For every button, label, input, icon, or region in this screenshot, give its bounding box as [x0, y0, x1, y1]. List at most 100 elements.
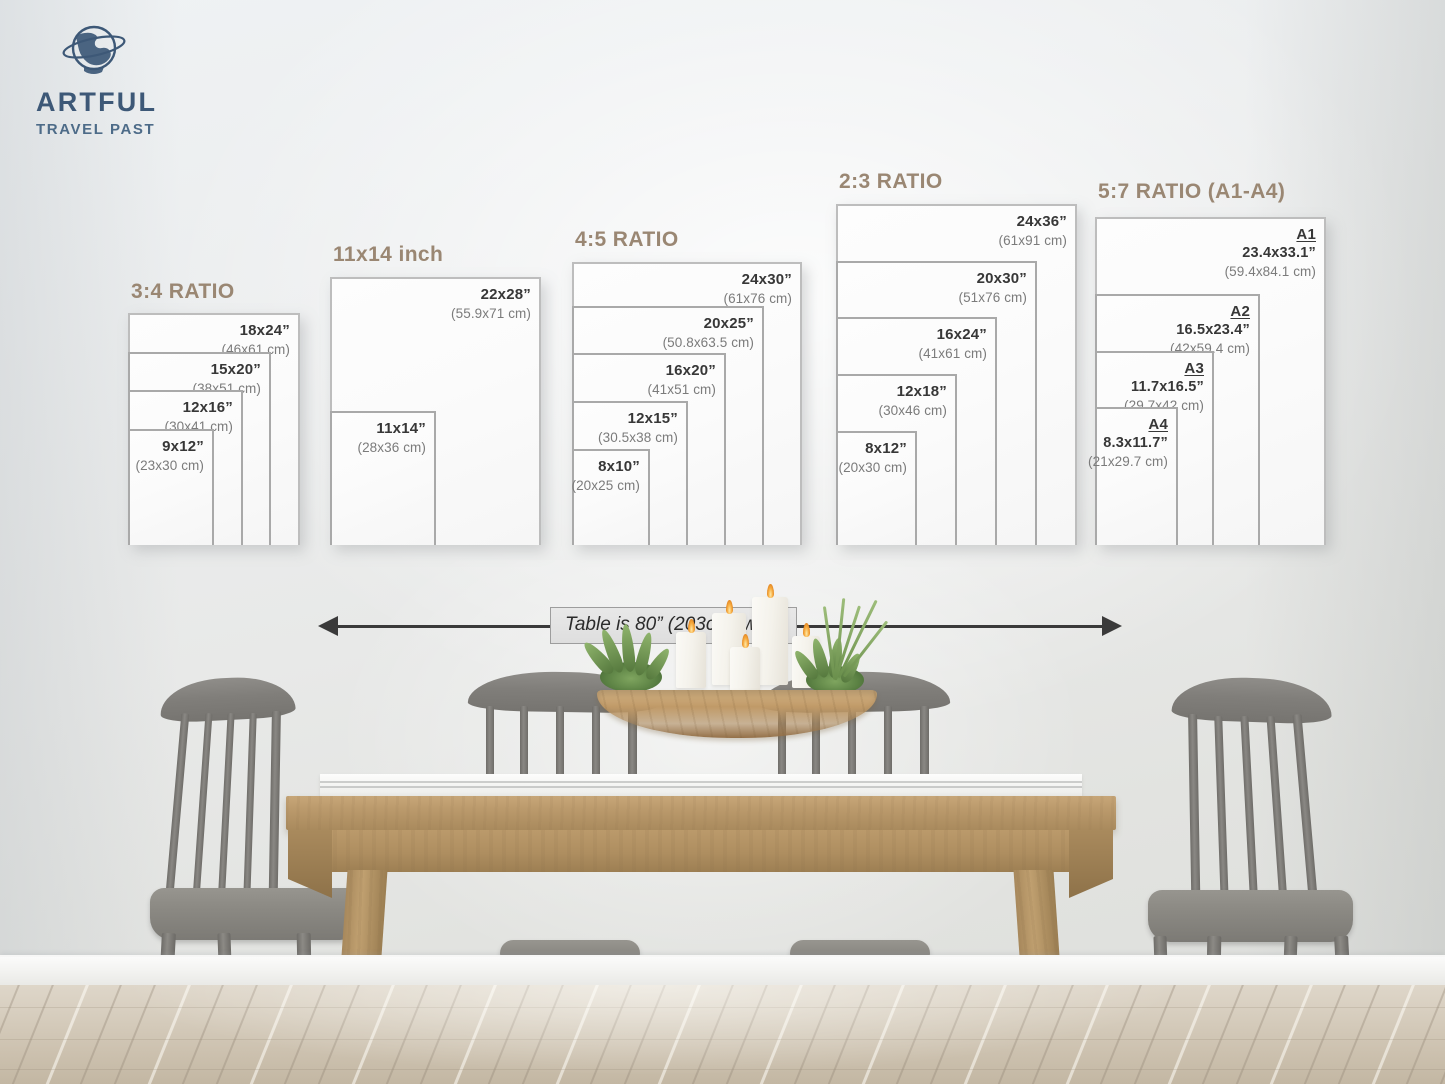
chair-spindle	[556, 706, 564, 814]
frame-size-inches: 16x20”	[665, 362, 716, 379]
chair-spindle	[520, 706, 528, 814]
frame-size-inches: 9x12”	[162, 438, 204, 455]
chair-stile	[628, 706, 637, 814]
frame-size-inches: 12x15”	[627, 410, 678, 427]
dining-room-furniture	[0, 584, 1445, 1084]
runner-stripe	[320, 786, 1082, 788]
frame-label: 16x24” (41x61 cm)	[918, 326, 987, 362]
brand-name-primary: ARTFUL	[36, 87, 158, 117]
frame-a4[interactable]: A4 8.3x11.7” (21x29.7 cm)	[1088, 407, 1178, 545]
candle-flame	[742, 634, 749, 648]
frame-size-inches: 8x12”	[865, 440, 907, 457]
frame-size-code: A3	[1184, 360, 1204, 377]
frame-size-inches: 12x18”	[896, 383, 947, 400]
frame-size-cm: (23x30 cm)	[135, 457, 204, 473]
arrow-right-icon	[1102, 616, 1122, 636]
frame-size-cm: (50.8x63.5 cm)	[662, 334, 754, 350]
chair-spindle	[884, 706, 892, 814]
wall-baseboard	[0, 955, 1445, 987]
chair-stile	[920, 706, 929, 814]
candle	[730, 647, 760, 695]
frame-size-inches: 16x24”	[936, 326, 987, 343]
table-end-left	[288, 830, 332, 898]
candle	[676, 632, 706, 688]
group-title: 2:3 RATIO	[839, 170, 943, 193]
frame-label: 11x14” (28x36 cm)	[357, 420, 426, 456]
frame-stack: 24x36” (61x91 cm) 20x30” (51x76 cm) 16x2…	[836, 204, 1079, 545]
frame-label: 9x12” (23x30 cm)	[135, 438, 204, 474]
frame-size-inches: 11x14”	[376, 420, 426, 437]
chair-right-outer	[1130, 675, 1370, 1084]
frame-size-cm: (41x51 cm)	[647, 381, 716, 397]
frame-size-code: A2	[1230, 303, 1250, 320]
table-top	[286, 796, 1116, 830]
frame-size-code: A1	[1296, 226, 1316, 243]
frame-size-inches: 24x30”	[741, 271, 792, 288]
frame-stack: 18x24” (46x61 cm) 15x20” (38x51 cm) 12x1…	[128, 313, 303, 545]
chair-spindle	[778, 706, 786, 814]
frame-stack: 22x28” (55.9x71 cm) 11x14” (28x36 cm)	[330, 277, 545, 545]
frame-size-cm: (59.4x84.1 cm)	[1224, 263, 1316, 279]
frame-label: 8x10” (20x25 cm)	[571, 458, 640, 494]
frame-size-code: A4	[1148, 416, 1168, 433]
frame-size-inches: 15x20”	[210, 361, 261, 378]
chair-left-outer	[150, 674, 390, 1084]
brand-name-secondary: TRAVEL PAST	[36, 121, 156, 138]
runner-stripe	[320, 781, 1082, 783]
frame-8x12[interactable]: 8x12” (20x30 cm)	[836, 431, 917, 545]
frame-label: 22x28” (55.9x71 cm)	[451, 286, 531, 322]
globe-icon	[62, 25, 126, 74]
wood-floor	[0, 985, 1445, 1084]
frame-label: A1 23.4x33.1” (59.4x84.1 cm)	[1225, 226, 1316, 280]
frame-size-cm: (61x91 cm)	[998, 232, 1067, 248]
frame-size-inches: 22x28”	[480, 286, 531, 303]
frame-11x14[interactable]: 11x14” (28x36 cm)	[330, 411, 436, 545]
frame-8x10[interactable]: 8x10” (20x25 cm)	[571, 449, 650, 545]
frame-label: A4 8.3x11.7” (21x29.7 cm)	[1088, 416, 1168, 470]
table-centerpiece	[0, 584, 1445, 800]
chair-spindle	[592, 706, 600, 814]
floor-highlight	[0, 985, 1445, 1084]
frame-size-cm: (30.5x38 cm)	[598, 429, 678, 445]
candle-flame	[803, 623, 810, 637]
candle-flame	[767, 584, 774, 598]
frame-label: 16x20” (41x51 cm)	[647, 362, 716, 398]
frame-size-cm: (28x36 cm)	[357, 439, 426, 455]
candle-flame	[688, 619, 695, 633]
frame-size-inches: 20x25”	[703, 315, 754, 332]
chair-spindle	[486, 706, 494, 814]
frame-size-cm: (51x76 cm)	[958, 289, 1027, 305]
frame-label: 24x36” (61x91 cm)	[998, 213, 1067, 249]
frame-size-inches: 20x30”	[976, 270, 1027, 287]
frame-size-inches: 12x16”	[182, 399, 233, 416]
frame-size-cm: (21x29.7 cm)	[1088, 453, 1168, 469]
frame-size-inches: 8.3x11.7”	[1103, 434, 1168, 451]
frame-size-cm: (41x61 cm)	[918, 345, 987, 361]
chair-seat	[150, 888, 362, 940]
table-apron	[320, 830, 1082, 872]
bowl-wood-grain	[597, 690, 877, 738]
frame-size-inches: 23.4x33.1”	[1242, 244, 1316, 261]
frame-stack: 24x30” (61x76 cm) 20x25” (50.8x63.5 cm) …	[571, 262, 804, 545]
group-title: 11x14 inch	[333, 243, 444, 266]
frame-label: 20x30” (51x76 cm)	[958, 270, 1027, 306]
frame-size-cm: (30x46 cm)	[878, 402, 947, 418]
chair-spindle	[848, 706, 856, 814]
chair-seat	[1148, 890, 1353, 942]
frame-label: 8x12” (20x30 cm)	[838, 440, 907, 476]
frame-label: 20x25” (50.8x63.5 cm)	[663, 315, 754, 351]
wooden-bowl	[597, 690, 877, 738]
frame-label: A2 16.5x23.4” (42x59.4 cm)	[1170, 303, 1250, 357]
frame-label: 12x18” (30x46 cm)	[878, 383, 947, 419]
frame-label: 24x30” (61x76 cm)	[723, 271, 792, 307]
frame-size-inches: 11.7x16.5”	[1131, 378, 1204, 395]
frame-size-inches: 18x24”	[239, 322, 290, 339]
frame-size-inches: 8x10”	[598, 458, 640, 475]
frame-9x12[interactable]: 9x12” (23x30 cm)	[128, 429, 214, 545]
frame-size-cm: (20x30 cm)	[838, 459, 907, 475]
group-title: 5:7 RATIO (A1-A4)	[1098, 180, 1286, 203]
frame-stack: A1 23.4x33.1” (59.4x84.1 cm) A2 16.5x23.…	[1088, 217, 1328, 545]
table-end-right	[1069, 830, 1113, 898]
frame-size-cm: (61x76 cm)	[723, 290, 792, 306]
